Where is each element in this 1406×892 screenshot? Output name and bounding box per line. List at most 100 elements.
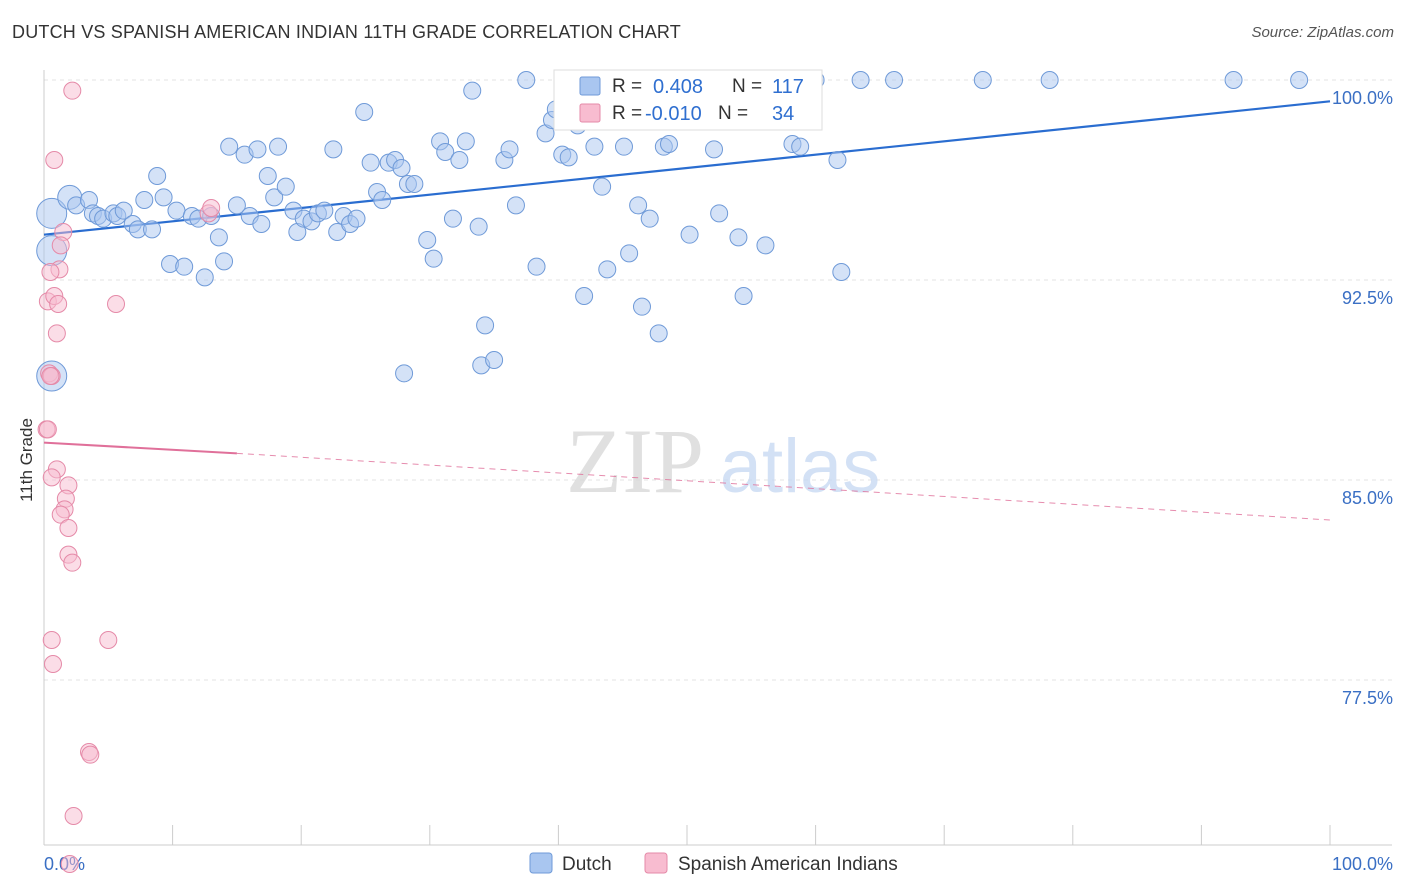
point-dutch: [851, 71, 870, 89]
point-spanish: [44, 655, 63, 673]
point-dutch: [248, 140, 267, 159]
bottom-legend-swatch-dutch: [529, 852, 553, 874]
y-tick-label: 92.5%: [1342, 288, 1393, 308]
point-spanish: [49, 295, 68, 313]
point-spanish: [47, 324, 66, 343]
point-dutch: [392, 159, 411, 177]
point-dutch: [252, 215, 271, 233]
y-tick-label: 77.5%: [1342, 688, 1393, 708]
legend-n-value-spanish: 34: [772, 103, 794, 125]
point-spanish: [42, 468, 61, 487]
watermark: ZIP atlas: [566, 410, 880, 512]
point-dutch: [265, 188, 284, 207]
y-axis-label: 11th Grade: [17, 418, 36, 502]
point-dutch: [680, 225, 699, 244]
point-dutch: [424, 249, 443, 268]
point-dutch: [832, 263, 851, 281]
point-dutch: [227, 196, 246, 215]
point-dutch: [485, 351, 504, 369]
point-dutch: [585, 137, 604, 156]
watermark-atlas: atlas: [720, 424, 881, 509]
y-tick-label: 100.0%: [1332, 88, 1393, 108]
point-spanish: [51, 505, 70, 524]
grid-lines: [44, 79, 1392, 681]
point-dutch: [614, 137, 633, 156]
point-dutch: [324, 140, 343, 159]
point-dutch: [593, 177, 612, 196]
point-spanish: [45, 151, 64, 169]
point-spanish: [60, 855, 79, 873]
bottom-legend: Dutch Spanish American Indians: [529, 852, 898, 875]
point-dutch: [395, 364, 414, 383]
point-spanish: [41, 263, 60, 281]
point-dutch: [315, 201, 334, 220]
point-spanish: [59, 519, 78, 537]
point-dutch: [195, 268, 214, 287]
point-dutch: [36, 197, 68, 229]
point-dutch: [209, 228, 228, 247]
y-tick-label: 85.0%: [1342, 488, 1393, 508]
point-dutch: [885, 71, 904, 89]
trend-line-dutch: [43, 100, 1331, 236]
point-dutch: [328, 223, 347, 241]
point-dutch: [973, 71, 992, 89]
point-dutch: [575, 287, 594, 305]
point-spanish: [99, 631, 118, 649]
point-dutch: [527, 257, 546, 276]
legend-r-label: R =: [612, 76, 642, 97]
legend-r-value-spanish: -0.010: [645, 103, 702, 125]
point-dutch: [1290, 71, 1309, 89]
legend-r-value-dutch: 0.408: [653, 76, 703, 98]
point-dutch: [500, 140, 519, 159]
point-dutch: [629, 196, 648, 215]
point-dutch: [559, 148, 578, 167]
point-spanish: [202, 199, 221, 217]
point-dutch: [705, 140, 724, 159]
point-dutch: [469, 217, 488, 236]
axes: 100.0%92.5%85.0%77.5%0.0%100.0%: [43, 70, 1393, 874]
legend-swatch-dutch: [579, 76, 601, 96]
point-spanish: [64, 807, 83, 825]
point-dutch: [791, 137, 810, 156]
point-dutch: [632, 297, 651, 316]
point-dutch: [220, 137, 239, 156]
point-dutch: [355, 103, 374, 121]
point-dutch: [258, 167, 277, 185]
point-dutch: [436, 143, 455, 161]
point-dutch: [175, 257, 194, 276]
chart-source: Source: ZipAtlas.com: [1251, 24, 1394, 41]
point-spanish: [42, 631, 61, 649]
point-dutch: [476, 316, 495, 335]
point-dutch: [659, 135, 678, 153]
bottom-legend-swatch-spanish: [644, 852, 668, 874]
trend-lines: [43, 100, 1331, 521]
point-dutch: [276, 177, 295, 196]
point-dutch: [456, 132, 475, 151]
legend-n-label: N =: [732, 76, 762, 97]
point-dutch: [463, 81, 482, 100]
point-dutch: [828, 151, 847, 169]
point-dutch: [361, 153, 380, 172]
point-dutch: [756, 236, 775, 255]
point-dutch: [373, 191, 392, 209]
point-dutch: [1040, 71, 1059, 89]
point-spanish: [107, 295, 126, 313]
point-dutch: [734, 287, 753, 305]
point-dutch: [1224, 71, 1243, 89]
point-dutch: [167, 201, 186, 220]
legend-r-label-2: R =: [612, 103, 642, 124]
bottom-legend-label-spanish: Spanish American Indians: [678, 854, 898, 875]
point-dutch: [148, 167, 167, 185]
point-dutch: [135, 191, 154, 209]
point-dutch: [620, 244, 639, 263]
point-dutch: [154, 188, 173, 207]
point-dutch: [729, 228, 748, 247]
point-dutch: [443, 209, 462, 228]
point-spanish: [63, 81, 82, 100]
legend: R = 0.408 N = 117 R = -0.010 N = 34: [553, 69, 823, 131]
point-dutch: [710, 204, 729, 223]
point-spanish: [51, 236, 70, 255]
point-dutch: [640, 209, 659, 228]
trend-line-spanish: [43, 441, 237, 455]
point-dutch: [405, 175, 424, 193]
